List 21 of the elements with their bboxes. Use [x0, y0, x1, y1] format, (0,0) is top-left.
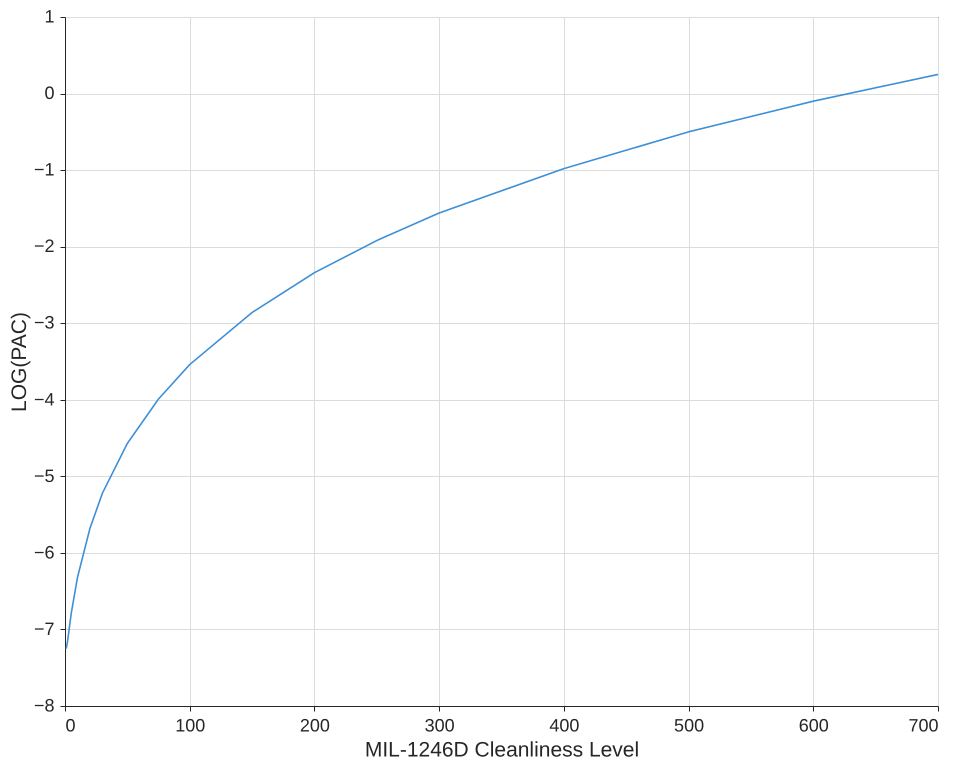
x-tick-label: 400	[549, 716, 580, 736]
y-tick-label: 0	[44, 83, 54, 104]
y-tick-label: −7	[34, 618, 54, 639]
y-tick-label: −6	[34, 542, 54, 562]
y-tick-label: −8	[34, 696, 54, 716]
y-tick-label: −5	[34, 466, 54, 486]
y-tick-label: −3	[34, 312, 54, 333]
x-tick-label: 600	[798, 716, 829, 736]
x-tick-label: 200	[300, 716, 330, 736]
y-tick-label: −1	[34, 160, 54, 180]
x-axis-title: MIL-1246D Cleanliness Level	[364, 738, 640, 762]
x-tick-label: 300	[424, 716, 455, 736]
x-tick-label: 500	[674, 716, 704, 736]
y-tick-label: −4	[34, 389, 54, 410]
x-tick-label: 700	[908, 716, 938, 736]
x-tick-label: 100	[175, 716, 206, 736]
line-series	[65, 74, 939, 650]
y-axis-title: LOG(PAC)	[8, 312, 31, 412]
y-tick-label: 1	[44, 6, 54, 26]
x-tick-label: 0	[66, 716, 76, 736]
y-tick-label: −2	[34, 236, 54, 256]
